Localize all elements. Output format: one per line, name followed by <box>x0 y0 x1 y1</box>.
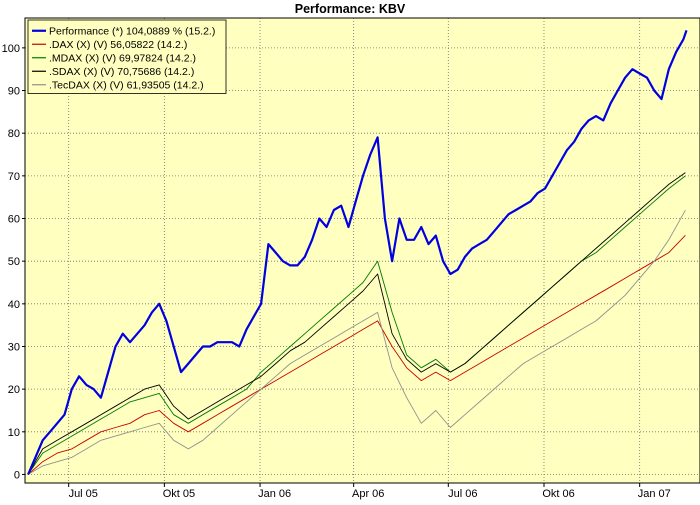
x-tick-label: Jul 05 <box>69 488 98 500</box>
y-tick-label: 0 <box>14 469 20 481</box>
series-line-1 <box>27 234 686 475</box>
y-tick-label: 60 <box>8 214 20 226</box>
y-tick-label: 40 <box>8 299 20 311</box>
legend-entry: Performance (*) 104,0889 % (15.2.) <box>49 26 215 38</box>
x-tick-label: Apr 06 <box>352 488 384 500</box>
x-tick-label: Jan 06 <box>258 488 291 500</box>
legend-entry: .TecDAX (X) (V) 61,93505 (14.2.) <box>49 80 204 92</box>
x-tick-label: Okt 06 <box>542 488 574 500</box>
series-lines <box>27 30 688 475</box>
legend-entry: .DAX (X) (V) 56,05822 (14.2.) <box>49 39 187 51</box>
y-tick-label: 50 <box>8 256 20 268</box>
series-line-0 <box>27 30 688 475</box>
y-tick-label: 70 <box>8 171 20 183</box>
plot-frame <box>24 17 700 484</box>
x-tick-label: Jul 06 <box>448 488 477 500</box>
grid-lines <box>25 18 700 483</box>
legend-entry: .MDAX (X) (V) 69,97824 (14.2.) <box>49 53 196 65</box>
legend-box <box>27 19 227 94</box>
x-tick-label: Okt 05 <box>163 488 195 500</box>
y-tick-label: 80 <box>8 128 20 140</box>
y-tick-label: 100 <box>2 43 20 55</box>
plot-area <box>25 18 700 483</box>
y-tick-label: 90 <box>8 86 20 98</box>
y-tick-label: 20 <box>8 384 20 396</box>
x-tick-label: Jan 07 <box>638 488 671 500</box>
series-line-3 <box>27 172 686 475</box>
y-tick-label: 10 <box>8 427 20 439</box>
legend-entry: .SDAX (X) (V) 70,75686 (14.2.) <box>49 66 194 78</box>
axes: 0 10 20 30 40 50 60 70 80 90 100 Jul 05 Okt 05 Jan 06… <box>2 43 671 500</box>
series-line-4 <box>27 209 686 475</box>
chart-title: Performance: KBV <box>295 2 406 16</box>
y-tick-label: 30 <box>8 341 20 353</box>
legend: Performance (*) 104,0889 % (15.2.).DAX (… <box>27 19 227 94</box>
